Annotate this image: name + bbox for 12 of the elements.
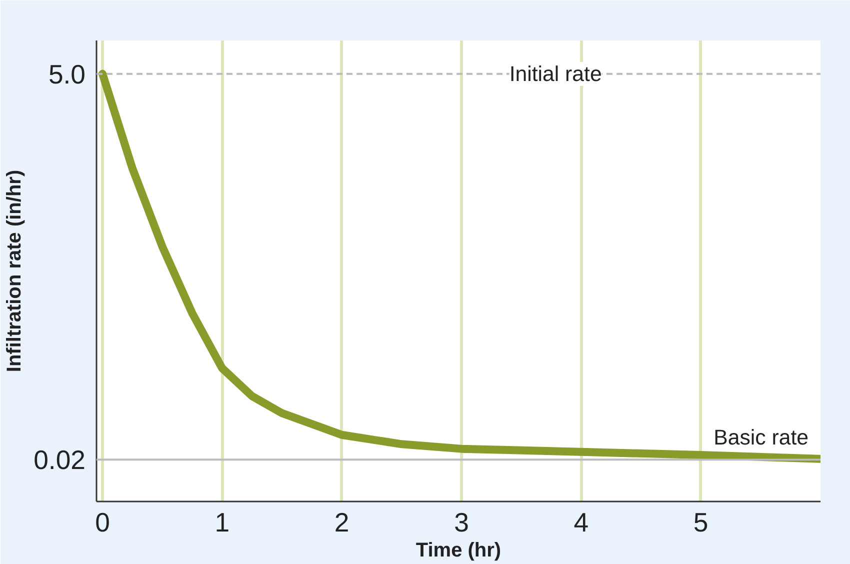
x-tick-label: 3 — [454, 508, 469, 538]
x-axis-title: Time (hr) — [416, 540, 502, 562]
x-tick-label: 4 — [574, 508, 589, 538]
y-axis-title: Infiltration rate (in/hr) — [4, 170, 26, 372]
x-tick-label: 5 — [693, 508, 708, 538]
ref-line-label: Basic rate — [714, 426, 809, 450]
ref-line-label: Initial rate — [509, 62, 602, 86]
x-tick-label: 1 — [214, 508, 230, 538]
y-tick-label: 0.02 — [34, 445, 86, 476]
y-tick-label: 5.0 — [48, 59, 86, 90]
x-tick-label: 2 — [334, 508, 350, 538]
x-tick-label: 0 — [95, 508, 110, 538]
